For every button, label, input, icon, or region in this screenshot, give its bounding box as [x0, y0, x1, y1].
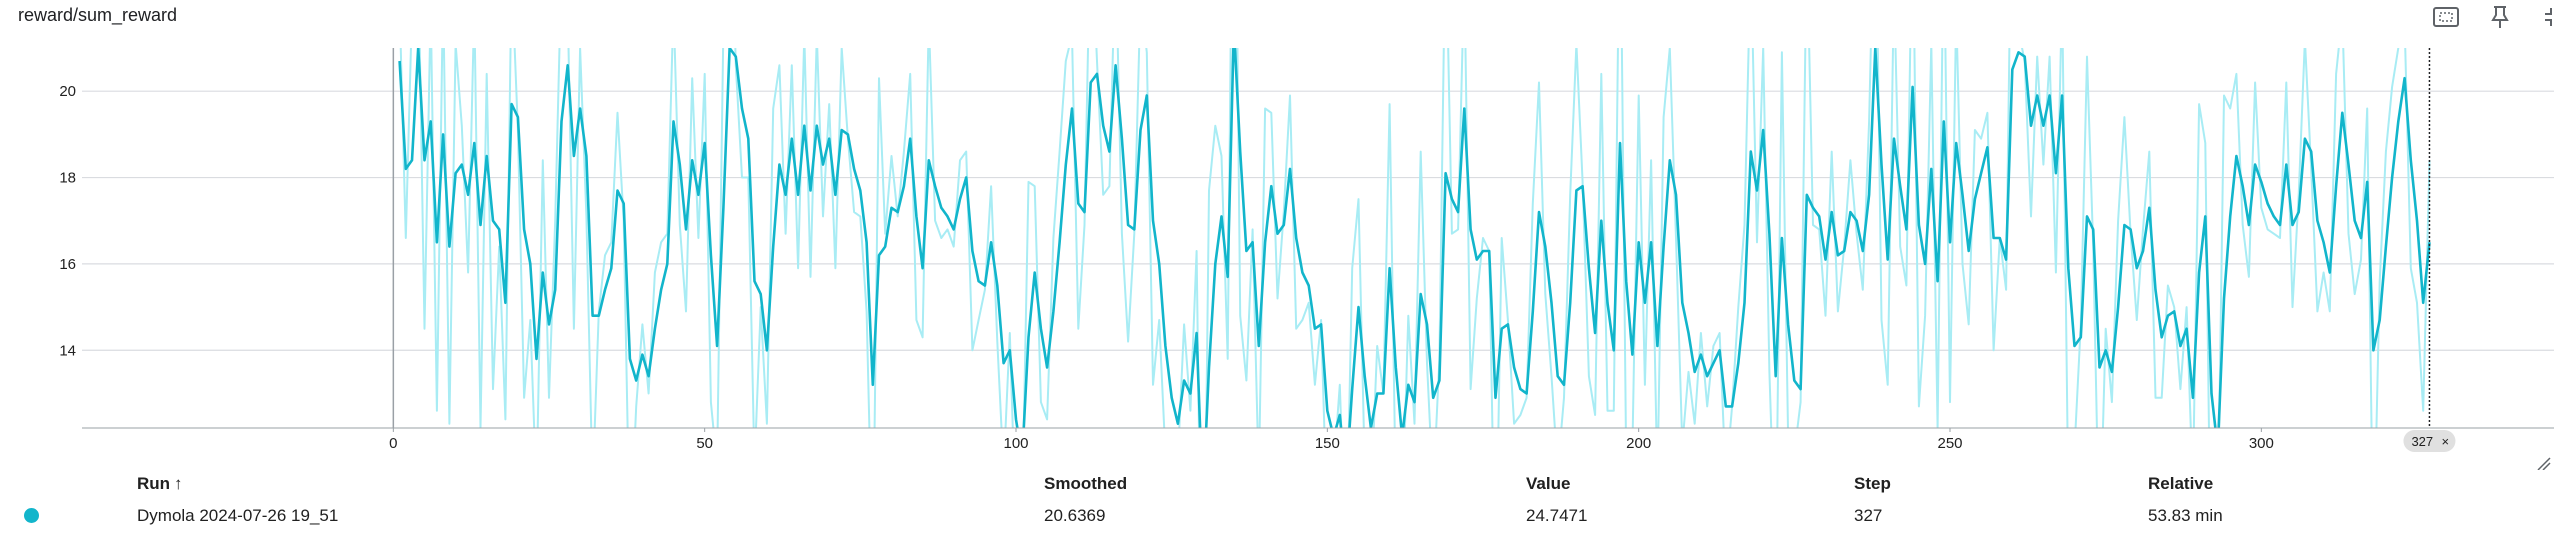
pin-button[interactable]: [2480, 0, 2520, 34]
x-tick-label: 100: [1003, 435, 1028, 452]
y-tick-label: 18: [59, 170, 76, 187]
x-tick-label: 200: [1626, 435, 1651, 452]
row-value: 24.7471: [1526, 506, 1588, 525]
row-step: 327: [1854, 506, 1883, 525]
sort-arrow-up-icon: ↑: [174, 474, 183, 493]
raw-series-layer: [399, 48, 2431, 428]
fit-domain-icon: [2433, 7, 2459, 27]
step-chip-label: 327: [2411, 434, 2433, 449]
smoothed-series-line: [398, 48, 2431, 428]
x-tick-label: 250: [1937, 435, 1962, 452]
collapse-button[interactable]: [2534, 0, 2554, 34]
header-smoothed[interactable]: Smoothed: [1044, 474, 1128, 493]
fit-domain-button[interactable]: [2426, 0, 2466, 34]
step-chip[interactable]: [2403, 430, 2456, 452]
header-run[interactable]: Run ↑: [137, 474, 183, 494]
pin-icon: [2491, 6, 2509, 28]
x-tick-label: 300: [2249, 435, 2274, 452]
row-run-name: Dymola 2024-07-26 19_51: [137, 506, 339, 525]
step-chip-close-icon[interactable]: ×: [2441, 434, 2449, 449]
row-smoothed: 20.6369: [1044, 506, 1106, 525]
x-tick-label: 0: [389, 435, 397, 452]
step-cursor[interactable]: 327 ×: [2403, 48, 2456, 452]
resize-handle-icon[interactable]: [2537, 457, 2551, 470]
row-relative: 53.83 min: [2148, 506, 2223, 525]
x-tick-label: 150: [1315, 435, 1340, 452]
header-run-label: Run: [137, 474, 171, 493]
y-tick-label: 20: [59, 83, 76, 100]
smoothed-series-layer: [398, 48, 2431, 428]
run-color-dot: [24, 508, 39, 523]
header-value[interactable]: Value: [1526, 474, 1571, 493]
header-relative[interactable]: Relative: [2148, 474, 2214, 493]
y-tick-label: 16: [59, 256, 76, 273]
collapse-icon: [2545, 8, 2552, 26]
y-tick-label: 14: [59, 342, 76, 359]
header-step[interactable]: Step: [1854, 474, 1891, 493]
x-tick-label: 50: [696, 435, 713, 452]
raw-series-line: [399, 48, 2431, 428]
card-title: reward/sum_reward: [18, 5, 178, 25]
